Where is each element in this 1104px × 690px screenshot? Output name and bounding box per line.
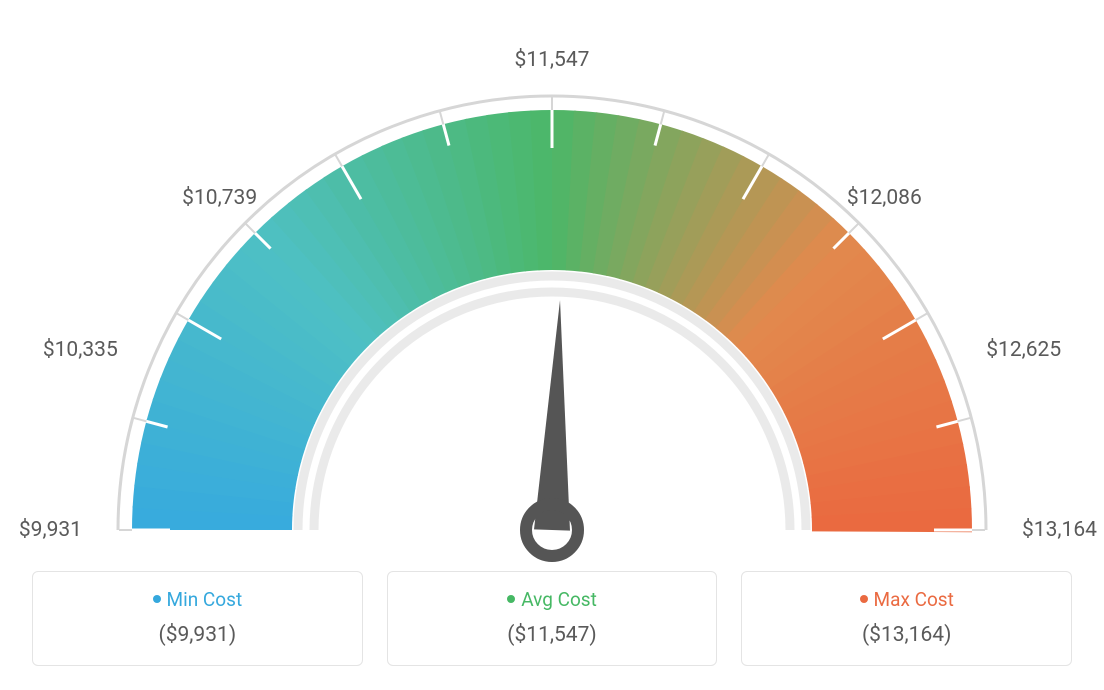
summary-cards: Min Cost ($9,931) Avg Cost ($11,547) Max… — [32, 571, 1072, 666]
min-dot-icon — [153, 595, 161, 603]
gauge-tick-label: $12,086 — [839, 186, 929, 210]
min-cost-card: Min Cost ($9,931) — [32, 571, 363, 666]
max-dot-icon — [860, 595, 868, 603]
avg-cost-card: Avg Cost ($11,547) — [387, 571, 718, 666]
avg-dot-icon — [507, 595, 515, 603]
cost-gauge: $9,931 $10,335 $10,739 $11,547 $12,086 $12,62… — [0, 0, 1104, 560]
max-cost-title-text: Max Cost — [874, 588, 954, 611]
max-cost-value: ($13,164) — [754, 623, 1059, 647]
avg-cost-title: Avg Cost — [400, 588, 705, 611]
avg-cost-title-text: Avg Cost — [521, 588, 597, 611]
max-cost-title: Max Cost — [754, 588, 1059, 611]
gauge-tick-label: $13,164 — [1022, 518, 1097, 542]
max-cost-card: Max Cost ($13,164) — [741, 571, 1072, 666]
gauge-tick-label: $10,335 — [38, 338, 118, 362]
gauge-tick-label: $10,739 — [175, 186, 265, 210]
min-cost-title: Min Cost — [45, 588, 350, 611]
min-cost-title-text: Min Cost — [167, 588, 243, 611]
gauge-tick-label: $9,931 — [2, 518, 82, 542]
min-cost-value: ($9,931) — [45, 623, 350, 647]
gauge-svg — [72, 50, 1032, 590]
gauge-tick-label: $12,625 — [986, 338, 1061, 362]
avg-cost-value: ($11,547) — [400, 623, 705, 647]
gauge-tick-label: $11,547 — [507, 48, 597, 72]
